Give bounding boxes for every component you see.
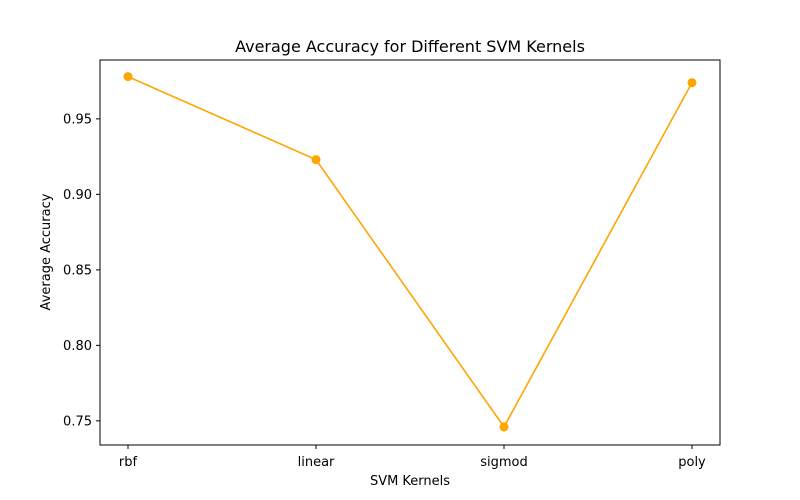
x-tick-label: poly (678, 455, 706, 470)
data-point-linear (311, 155, 321, 165)
x-tick-label: sigmod (480, 455, 528, 470)
data-point-poly (687, 78, 697, 88)
y-tick-label: 0.95 (63, 112, 92, 127)
data-point-sigmod (499, 422, 509, 432)
y-axis-label: Average Accuracy (39, 193, 54, 310)
y-tick-label: 0.80 (63, 339, 92, 354)
plot-frame (99, 59, 721, 446)
y-axis: 0.75 0.80 0.85 0.90 0.95 (63, 112, 100, 429)
chart-title: Average Accuracy for Different SVM Kerne… (235, 37, 585, 56)
x-tick-label: linear (298, 455, 335, 470)
data-point-rbf (123, 72, 133, 82)
y-tick-label: 0.75 (63, 414, 92, 429)
x-axis: rbf linear sigmod poly (119, 445, 706, 470)
y-tick-label: 0.90 (63, 188, 92, 203)
plot-area (123, 72, 697, 432)
y-tick-label: 0.85 (63, 263, 92, 278)
x-tick-label: rbf (119, 455, 138, 470)
x-axis-label: SVM Kernels (370, 474, 450, 489)
series-line (127, 75, 693, 429)
